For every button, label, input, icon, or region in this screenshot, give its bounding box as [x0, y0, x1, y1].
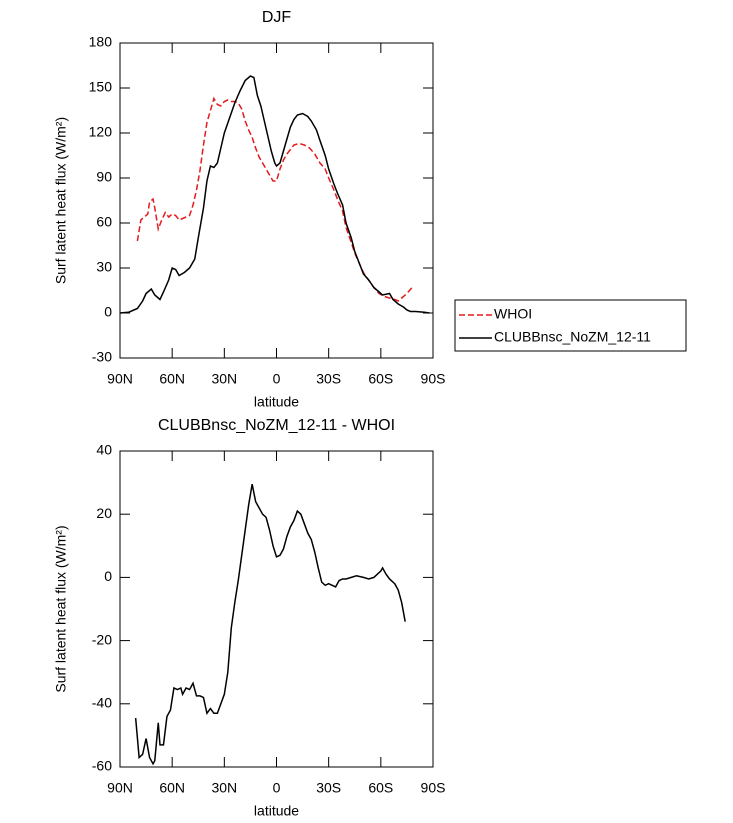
x-tick-label: 30N — [211, 780, 237, 796]
x-tick-label: 30S — [316, 371, 341, 387]
x-tick-label: 30S — [316, 780, 341, 796]
x-tick-label: 90S — [421, 780, 446, 796]
x-tick-label: 90S — [421, 371, 446, 387]
y-tick-label: -60 — [92, 758, 112, 774]
x-axis-label: latitude — [254, 394, 299, 410]
y-tick-label: 30 — [96, 259, 112, 275]
data-line — [119, 75, 430, 314]
y-tick-label: 0 — [104, 568, 112, 584]
legend-label: WHOI — [494, 306, 532, 322]
x-axis-label: latitude — [254, 803, 299, 819]
y-tick-label: 20 — [96, 505, 112, 521]
y-axis-label: Surf latent heat flux (W/m²) — [53, 117, 69, 284]
y-tick-label: -30 — [92, 349, 112, 365]
x-tick-label: 90N — [107, 371, 133, 387]
y-tick-label: -20 — [92, 631, 112, 647]
data-line — [134, 484, 406, 766]
y-tick-label: 0 — [104, 304, 112, 320]
y-tick-label: 40 — [96, 442, 112, 458]
x-tick-label: 60S — [368, 780, 393, 796]
chart-title: DJF — [262, 9, 292, 26]
x-tick-label: 0 — [273, 371, 281, 387]
plot-frame — [119, 42, 434, 359]
plot-frame — [119, 450, 434, 768]
x-tick-label: 30N — [211, 371, 237, 387]
data-line — [136, 96, 413, 302]
y-tick-label: 150 — [89, 79, 113, 95]
y-tick-label: 120 — [89, 124, 113, 140]
y-tick-label: 180 — [89, 34, 113, 50]
x-tick-label: 0 — [273, 780, 281, 796]
legend-box — [454, 299, 687, 352]
chart-title: CLUBBnsc_NoZM_12-11 - WHOI — [158, 417, 395, 434]
y-axis-label: Surf latent heat flux (W/m²) — [53, 525, 69, 692]
x-tick-label: 60N — [159, 780, 185, 796]
x-tick-label: 60N — [159, 371, 185, 387]
x-tick-label: 60S — [368, 371, 393, 387]
x-tick-label: 90N — [107, 780, 133, 796]
y-tick-label: 60 — [96, 214, 112, 230]
y-tick-label: -40 — [92, 695, 112, 711]
legend-label: CLUBBnsc_NoZM_12-11 — [494, 329, 651, 345]
y-tick-label: 90 — [96, 169, 112, 185]
